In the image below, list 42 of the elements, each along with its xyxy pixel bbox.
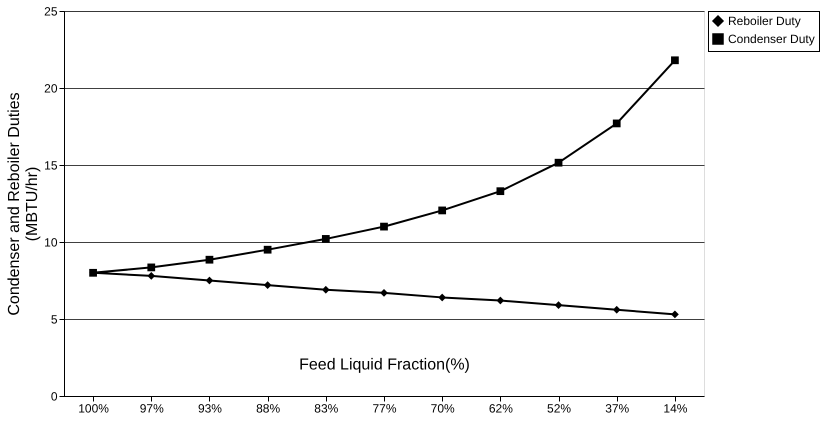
y-tick-label: 15 (44, 158, 58, 172)
y-axis-title: Condenser and Reboiler Duties (MBTU/hr) (6, 92, 42, 316)
x-tick-label: 37% (605, 402, 630, 416)
point (496, 187, 504, 196)
point (322, 286, 330, 294)
legend-label: Condenser Duty (728, 32, 815, 46)
x-tick-label: 83% (314, 402, 339, 416)
x-tick-label: 100% (78, 402, 110, 416)
y-tick-label: 5 (50, 312, 58, 326)
point (89, 268, 97, 277)
point (264, 246, 272, 254)
point (322, 235, 330, 243)
y-tick-label: 10 (44, 236, 58, 250)
point (612, 120, 621, 128)
x-tick-label: 88% (256, 402, 280, 416)
y-tick-label: 20 (44, 82, 58, 96)
x-tick-label: 77% (372, 402, 397, 416)
y-tick-label: 25 (44, 4, 58, 18)
x-axis-title: Feed Liquid Fraction(%) (299, 356, 470, 374)
point (147, 264, 156, 272)
x-tick-label: 14% (663, 402, 688, 416)
point (554, 301, 562, 310)
point (438, 294, 446, 302)
x-tick-label: 97% (140, 402, 164, 416)
x-tick-label: 70% (430, 402, 456, 416)
point (206, 256, 214, 264)
point (671, 56, 679, 64)
point (264, 281, 272, 289)
point (554, 158, 562, 167)
point (147, 272, 156, 280)
x-tick-label: 52% (547, 402, 572, 416)
x-tick-label: 62% (488, 402, 514, 416)
legend-label: Reboiler Duty (728, 14, 801, 28)
point (206, 276, 214, 284)
x-tick-label: 93% (198, 402, 222, 416)
point (496, 296, 504, 304)
point (380, 288, 388, 297)
point (671, 310, 679, 318)
point (438, 206, 446, 214)
point (612, 306, 621, 314)
point (380, 222, 388, 230)
y-tick-label: 0 (50, 390, 58, 404)
